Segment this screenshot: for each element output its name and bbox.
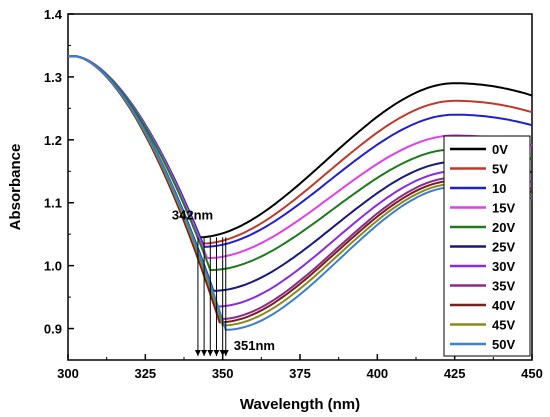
- min-arrowhead-346: [207, 350, 214, 356]
- min-arrowhead-351: [222, 350, 229, 356]
- y-axis: 0.9 1.0 1.1 1.2 1.3 1.4: [44, 7, 74, 337]
- y-tick-label-1.3: 1.3: [44, 70, 62, 85]
- x-tick-label-350: 350: [212, 366, 234, 381]
- y-tick-label-1.1: 1.1: [44, 196, 62, 211]
- x-tick-label-325: 325: [134, 366, 156, 381]
- legend-label-45v: 45V: [492, 318, 515, 333]
- x-tick-label-300: 300: [57, 366, 79, 381]
- x-tick-label-400: 400: [366, 366, 388, 381]
- annotation-342nm: 342nm: [172, 207, 213, 222]
- y-tick-label-0.9: 0.9: [44, 322, 62, 337]
- y-tick-label-1: 1.0: [44, 259, 62, 274]
- y-axis-title: Absorbance: [7, 144, 24, 231]
- y-tick-label-1.4: 1.4: [44, 7, 63, 22]
- legend-label-30v: 30V: [492, 259, 515, 274]
- legend-label-20v: 20V: [492, 220, 515, 235]
- legend-label-50v: 50V: [492, 337, 515, 352]
- legend-label-35v: 35V: [492, 279, 515, 294]
- legend-label-10: 10: [492, 181, 506, 196]
- min-arrowhead-342: [194, 350, 201, 356]
- legend-label-40v: 40V: [492, 298, 515, 313]
- x-tick-label-425: 425: [444, 366, 466, 381]
- y-tick-label-1.2: 1.2: [44, 133, 62, 148]
- x-tick-label-375: 375: [289, 366, 311, 381]
- legend-label-0v: 0V: [492, 142, 508, 157]
- min-arrowhead-344: [201, 350, 208, 356]
- x-axis-title: Wavelength (nm): [240, 396, 360, 413]
- annotation-351nm: 351nm: [234, 338, 275, 353]
- x-axis: 300 325 350 375 400 425 450: [57, 354, 543, 381]
- legend-label-15v: 15V: [492, 201, 515, 216]
- legend-label-5v: 5V: [492, 162, 508, 177]
- annotations: 342nm 351nm: [172, 207, 275, 353]
- min-arrowhead-348: [213, 350, 220, 356]
- legend-label-25v: 25V: [492, 240, 515, 255]
- x-tick-label-450: 450: [521, 366, 543, 381]
- minimum-arrows: [194, 237, 229, 356]
- legend: 0V 5V 10 15V 20V 25V 30V 35V 40V 45V 50V: [443, 135, 531, 357]
